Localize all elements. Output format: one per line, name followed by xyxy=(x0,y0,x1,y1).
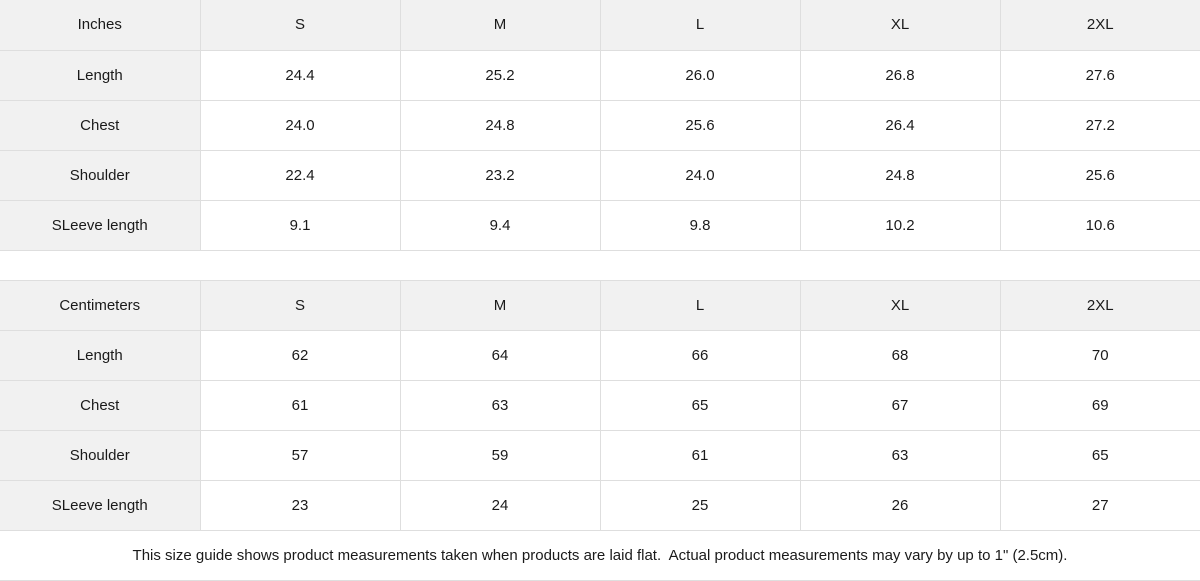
measurement-value: 66 xyxy=(600,330,801,381)
measurement-value: 25 xyxy=(600,480,801,531)
measurement-value: 70 xyxy=(1000,330,1200,381)
measurement-value: 26.8 xyxy=(800,50,1001,101)
measurement-value: 25.2 xyxy=(400,50,601,101)
table-spacer-cell xyxy=(0,250,1200,281)
measurement-value: 69 xyxy=(1000,380,1200,431)
inches-size-header-m: M xyxy=(400,0,601,51)
centimeters-size-header-2xl: 2XL xyxy=(1000,280,1200,331)
measurement-value: 65 xyxy=(600,380,801,431)
measurement-value: 9.8 xyxy=(600,200,801,251)
table-row: SLeeve length 23 24 25 26 27 xyxy=(0,480,1200,531)
measurement-value: 25.6 xyxy=(600,100,801,151)
centimeters-size-header-m: M xyxy=(400,280,601,331)
table-row: Shoulder 22.4 23.2 24.0 24.8 25.6 xyxy=(0,150,1200,201)
measurement-label-shoulder: Shoulder xyxy=(0,430,201,481)
measurement-value: 27 xyxy=(1000,480,1200,531)
size-guide-note: This size guide shows product measuremen… xyxy=(0,530,1200,581)
measurement-value: 61 xyxy=(200,380,401,431)
centimeters-size-header-s: S xyxy=(200,280,401,331)
measurement-label-length: Length xyxy=(0,50,201,101)
inches-header-row: Inches S M L XL 2XL xyxy=(0,0,1200,51)
measurement-value: 26.0 xyxy=(600,50,801,101)
measurement-value: 27.2 xyxy=(1000,100,1200,151)
measurement-value: 10.6 xyxy=(1000,200,1200,251)
measurement-value: 59 xyxy=(400,430,601,481)
table-row: Chest 24.0 24.8 25.6 26.4 27.2 xyxy=(0,100,1200,151)
measurement-value: 24.0 xyxy=(600,150,801,201)
size-guide-note-row: This size guide shows product measuremen… xyxy=(0,530,1200,581)
measurement-value: 24 xyxy=(400,480,601,531)
measurement-value: 62 xyxy=(200,330,401,381)
inches-size-header-s: S xyxy=(200,0,401,51)
inches-size-header-l: L xyxy=(600,0,801,51)
centimeters-size-header-l: L xyxy=(600,280,801,331)
measurement-label-chest: Chest xyxy=(0,380,201,431)
measurement-value: 67 xyxy=(800,380,1001,431)
measurement-value: 24.8 xyxy=(800,150,1001,201)
table-row: SLeeve length 9.1 9.4 9.8 10.2 10.6 xyxy=(0,200,1200,251)
measurement-value: 26 xyxy=(800,480,1001,531)
measurement-value: 23 xyxy=(200,480,401,531)
measurement-label-chest: Chest xyxy=(0,100,201,151)
centimeters-header-row: Centimeters S M L XL 2XL xyxy=(0,280,1200,331)
measurement-value: 23.2 xyxy=(400,150,601,201)
inches-size-header-2xl: 2XL xyxy=(1000,0,1200,51)
measurement-value: 26.4 xyxy=(800,100,1001,151)
measurement-value: 10.2 xyxy=(800,200,1001,251)
centimeters-unit-label: Centimeters xyxy=(0,280,201,331)
measurement-value: 63 xyxy=(400,380,601,431)
measurement-value: 24.4 xyxy=(200,50,401,101)
table-spacer-row xyxy=(0,250,1200,281)
inches-size-header-xl: XL xyxy=(800,0,1001,51)
measurement-label-sleeve-length: SLeeve length xyxy=(0,480,201,531)
measurement-value: 65 xyxy=(1000,430,1200,481)
measurement-value: 68 xyxy=(800,330,1001,381)
measurement-value: 61 xyxy=(600,430,801,481)
measurement-label-shoulder: Shoulder xyxy=(0,150,201,201)
inches-unit-label: Inches xyxy=(0,0,201,51)
measurement-value: 63 xyxy=(800,430,1001,481)
centimeters-size-header-xl: XL xyxy=(800,280,1001,331)
measurement-value: 25.6 xyxy=(1000,150,1200,201)
measurement-value: 9.4 xyxy=(400,200,601,251)
table-row: Chest 61 63 65 67 69 xyxy=(0,380,1200,431)
table-row: Shoulder 57 59 61 63 65 xyxy=(0,430,1200,481)
measurement-value: 64 xyxy=(400,330,601,381)
measurement-label-sleeve-length: SLeeve length xyxy=(0,200,201,251)
table-row: Length 62 64 66 68 70 xyxy=(0,330,1200,381)
measurement-value: 9.1 xyxy=(200,200,401,251)
measurement-value: 27.6 xyxy=(1000,50,1200,101)
table-row: Length 24.4 25.2 26.0 26.8 27.6 xyxy=(0,50,1200,101)
measurement-value: 57 xyxy=(200,430,401,481)
measurement-label-length: Length xyxy=(0,330,201,381)
measurement-value: 24.0 xyxy=(200,100,401,151)
measurement-value: 24.8 xyxy=(400,100,601,151)
measurement-value: 22.4 xyxy=(200,150,401,201)
